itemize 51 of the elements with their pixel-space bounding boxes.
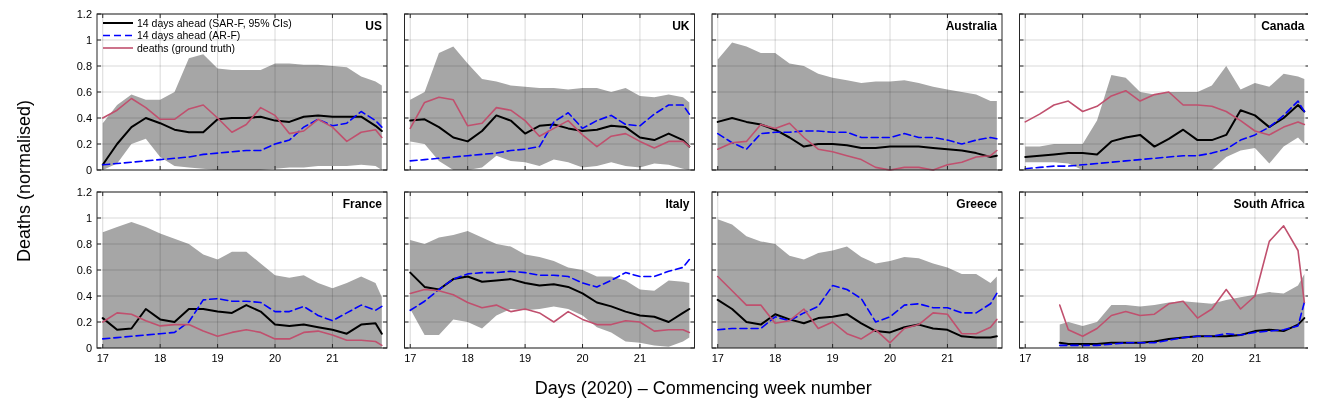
- line-series: [101, 304, 383, 335]
- y-tick-label: 0.8: [76, 59, 92, 72]
- y-tick-label: 0.8: [76, 237, 92, 250]
- x-tick-label: 21: [326, 352, 339, 364]
- y-tick-label: 0.2: [76, 315, 92, 328]
- x-tick-label: 20: [268, 352, 282, 364]
- y-tick-label: 1: [85, 211, 92, 224]
- x-tick-label: 19: [826, 352, 839, 364]
- x-tick-label: 21: [1248, 352, 1262, 364]
- y-tick-label: 1.2: [76, 185, 92, 198]
- x-tick-label: 18: [154, 352, 167, 364]
- x-tick-label: 21: [941, 352, 954, 364]
- x-tick-label: 20: [576, 352, 589, 364]
- chart-title: Canada: [1261, 19, 1305, 33]
- y-tick-label: 1: [85, 33, 92, 46]
- legend-label: deaths (ground truth): [137, 41, 236, 54]
- legend-label: 14 days ahead (SAR-F, 95% CIs): [137, 16, 292, 29]
- y-tick-label: 0.2: [76, 137, 92, 150]
- y-axis-title: Deaths (normalised): [14, 99, 34, 263]
- chart-title: US: [365, 19, 382, 33]
- y-tick-label: 0.6: [76, 263, 92, 276]
- x-tick-label: 20: [883, 352, 897, 364]
- line-series: [101, 312, 383, 347]
- x-tick-label: 18: [769, 352, 782, 364]
- x-tick-label: 17: [404, 352, 417, 364]
- x-tick-label: 21: [633, 352, 647, 364]
- x-tick-label: 19: [518, 352, 532, 364]
- chart-title: South Africa: [1233, 197, 1305, 211]
- x-tick-label: 17: [1019, 352, 1032, 364]
- y-tick-label: 0.4: [76, 289, 92, 302]
- y-tick-label: 0: [85, 341, 92, 354]
- x-tick-label: 18: [1076, 352, 1089, 364]
- x-tick-label: 17: [711, 352, 724, 364]
- y-tick-label: 1.2: [76, 7, 92, 20]
- x-tick-label: 19: [211, 352, 224, 364]
- x-axis-title: Days (2020) – Commencing week number: [534, 378, 872, 398]
- line-series: [101, 297, 383, 340]
- legend-label: 14 days ahead (AR-F): [137, 29, 241, 42]
- chart-title: UK: [672, 19, 690, 33]
- x-tick-label: 17: [96, 352, 109, 364]
- chart-title: Australia: [945, 19, 998, 33]
- x-tick-label: 18: [461, 352, 474, 364]
- chart-title: Greece: [956, 197, 998, 211]
- y-tick-label: 0: [85, 163, 92, 176]
- y-tick-label: 0.6: [76, 85, 92, 98]
- line-series: [101, 97, 383, 143]
- chart-title: France: [342, 197, 383, 211]
- x-tick-label: 19: [1133, 352, 1147, 364]
- x-tick-label: 20: [1191, 352, 1204, 364]
- y-tick-label: 0.4: [76, 111, 92, 124]
- chart-title: Italy: [665, 197, 690, 211]
